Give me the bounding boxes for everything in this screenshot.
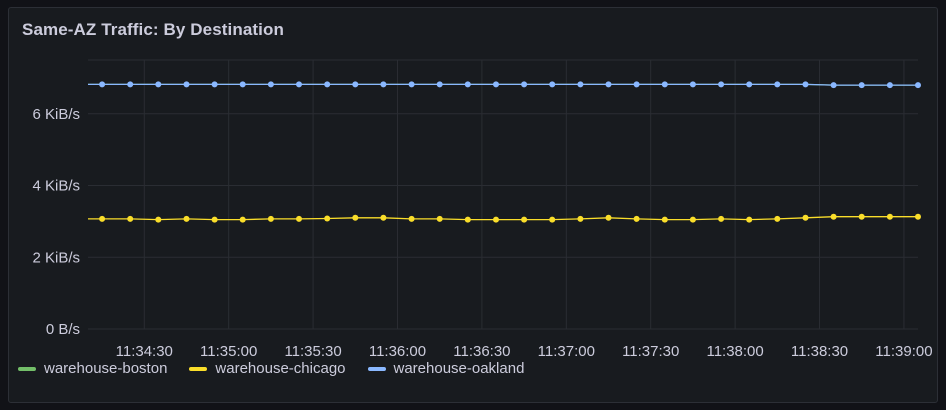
legend-item-warehouse-oakland[interactable]: warehouse-oakland: [367, 360, 525, 377]
data-point: [352, 81, 359, 88]
data-point: [746, 81, 753, 88]
data-point: [183, 81, 190, 88]
data-point: [886, 213, 893, 220]
panel-title: Same-AZ Traffic: By Destination: [22, 20, 284, 39]
x-tick-label: 11:35:30: [284, 343, 341, 360]
data-point: [577, 215, 584, 222]
data-point: [549, 81, 556, 88]
data-point: [352, 214, 359, 221]
legend-swatch: [189, 366, 208, 371]
data-point: [549, 216, 556, 223]
data-point: [718, 81, 725, 88]
data-point: [324, 81, 331, 88]
chart-panel: Same-AZ Traffic: By Destination: [8, 7, 938, 403]
data-point: [689, 216, 696, 223]
legend-item-warehouse-boston[interactable]: warehouse-boston: [18, 360, 167, 377]
legend: warehouse-boston warehouse-chicago warehou…: [18, 360, 524, 377]
data-point: [774, 215, 781, 222]
data-point: [155, 81, 162, 88]
data-point: [633, 215, 640, 222]
data-point: [661, 216, 668, 223]
y-tick-label: 0 B/s: [46, 321, 80, 338]
data-point: [577, 81, 584, 88]
data-point: [521, 81, 528, 88]
data-point: [380, 214, 387, 221]
data-point: [605, 214, 612, 221]
data-point: [830, 213, 837, 220]
data-point: [408, 81, 415, 88]
legend-label: warehouse-chicago: [215, 360, 346, 377]
data-point: [408, 215, 415, 222]
x-tick-label: 11:34:30: [116, 343, 173, 360]
data-point: [661, 81, 668, 88]
data-point: [296, 81, 302, 88]
legend-label: warehouse-boston: [44, 360, 168, 377]
data-point: [858, 213, 865, 220]
data-point: [633, 81, 640, 88]
data-point: [746, 216, 753, 223]
data-point: [689, 81, 696, 88]
data-point: [774, 81, 781, 88]
x-tick-label: 11:38:30: [791, 343, 848, 360]
data-point: [239, 81, 246, 88]
data-point: [239, 216, 246, 223]
y-tick-label: 4 KiB/s: [32, 178, 80, 195]
data-point: [99, 81, 106, 88]
x-tick-label: 11:36:30: [453, 343, 510, 360]
y-tick-label: 6 KiB/s: [32, 106, 80, 123]
data-point: [267, 81, 274, 88]
data-point: [267, 215, 274, 222]
data-point: [493, 81, 499, 88]
data-point: [858, 82, 865, 89]
data-point: [211, 81, 218, 88]
data-point: [436, 215, 443, 222]
data-point: [127, 215, 134, 222]
data-point: [521, 216, 528, 223]
data-point: [802, 214, 809, 221]
data-point: [155, 216, 162, 223]
x-tick-label: 11:37:00: [538, 343, 595, 360]
data-point: [324, 215, 331, 222]
data-point: [464, 216, 471, 223]
data-point: [915, 213, 921, 220]
data-point: [183, 215, 190, 222]
data-point: [436, 81, 443, 88]
data-point: [127, 81, 134, 88]
legend-swatch: [367, 366, 386, 371]
data-point: [802, 81, 809, 88]
y-tick-label: 2 KiB/s: [32, 249, 80, 266]
data-point: [718, 215, 725, 222]
x-tick-label: 11:37:30: [622, 343, 679, 360]
x-tick-label: 11:39:00: [875, 343, 932, 360]
data-point: [296, 215, 302, 222]
data-point: [464, 81, 471, 88]
x-tick-label: 11:38:00: [706, 343, 763, 360]
data-point: [380, 81, 387, 88]
legend-swatch: [18, 366, 36, 371]
data-point: [915, 82, 921, 89]
data-point: [493, 216, 499, 223]
x-tick-label: 11:36:00: [369, 343, 426, 360]
legend-item-warehouse-chicago[interactable]: warehouse-chicago: [189, 360, 346, 377]
data-point: [886, 82, 893, 89]
legend-label: warehouse-oakland: [393, 360, 525, 377]
data-point: [99, 215, 106, 222]
data-point: [605, 81, 612, 88]
x-tick-label: 11:35:00: [200, 343, 257, 360]
data-point: [830, 82, 837, 89]
data-point: [211, 216, 218, 223]
